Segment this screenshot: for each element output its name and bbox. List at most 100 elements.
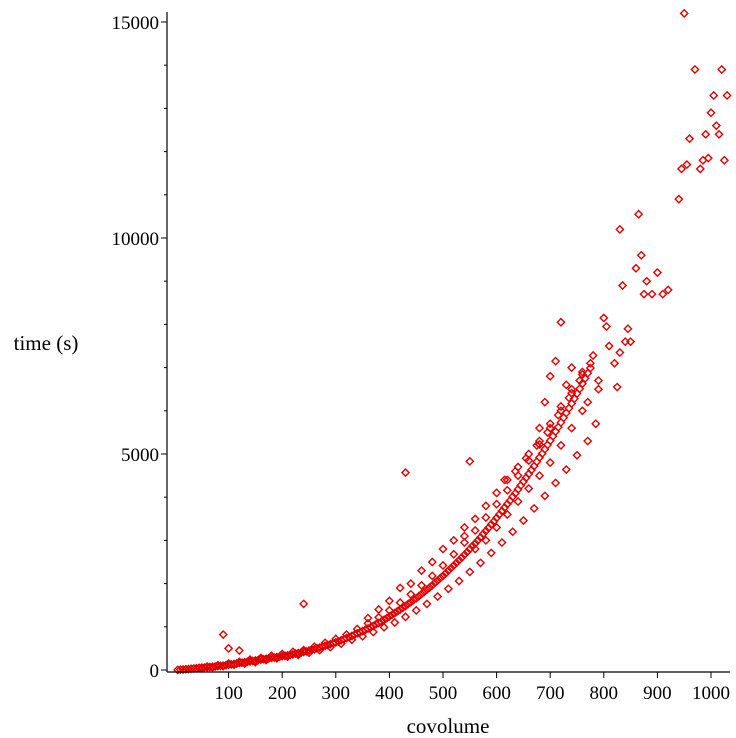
data-point (384, 605, 394, 615)
data-point (500, 502, 510, 513)
data-point (481, 512, 491, 523)
data-point (709, 90, 719, 101)
data-point (617, 280, 628, 291)
data-point (368, 627, 378, 637)
data-point (406, 589, 416, 599)
data-point (390, 617, 400, 628)
data-point (577, 367, 587, 377)
data-point (502, 475, 512, 485)
data-point (540, 491, 550, 501)
data-point (591, 419, 601, 429)
data-point (406, 597, 416, 607)
data-point (682, 159, 692, 170)
data-point (583, 436, 593, 446)
data-point (320, 638, 330, 648)
data-point (532, 440, 542, 450)
data-point (647, 289, 657, 299)
data-point (588, 350, 598, 361)
x-tick-label: 100 (214, 683, 243, 704)
data-point (553, 410, 563, 420)
data-point (492, 513, 502, 523)
data-point (534, 439, 545, 450)
data-point (524, 455, 534, 466)
data-point (706, 108, 716, 118)
data-point (534, 471, 545, 481)
data-point (500, 475, 510, 485)
data-point (465, 456, 475, 466)
data-point (567, 423, 577, 433)
data-point (497, 506, 507, 516)
data-point (674, 194, 684, 204)
data-point (564, 393, 574, 403)
data-point (556, 440, 566, 450)
data-point (690, 64, 700, 75)
data-point (336, 639, 346, 649)
data-point (400, 467, 411, 478)
data-point (250, 657, 260, 667)
data-point (395, 583, 405, 593)
data-point (433, 591, 443, 602)
data-point (701, 129, 711, 139)
data-point (304, 648, 314, 658)
data-point (449, 560, 459, 571)
data-point (561, 380, 571, 390)
data-point (459, 522, 470, 533)
data-point (473, 535, 483, 545)
data-point (430, 578, 440, 588)
data-point (443, 584, 453, 594)
data-point (714, 129, 724, 139)
data-point (684, 134, 695, 144)
data-point (626, 337, 636, 347)
data-point (508, 492, 518, 502)
data-point (489, 516, 499, 526)
data-point (374, 612, 384, 622)
data-point (577, 406, 587, 416)
y-axis-title: time (s) (14, 331, 79, 355)
data-point (427, 571, 437, 581)
data-point (403, 599, 413, 609)
data-point (261, 655, 271, 665)
data-point (658, 289, 668, 299)
data-point (502, 509, 512, 520)
data-point (518, 515, 528, 526)
data-point (363, 618, 373, 628)
data-point (202, 661, 212, 672)
data-point (695, 164, 705, 174)
data-point (502, 485, 512, 495)
data-point (443, 566, 453, 576)
data-point (449, 535, 459, 545)
data-point (585, 363, 595, 373)
data-point (564, 403, 574, 413)
data-point (502, 499, 512, 509)
x-tick-label: 200 (268, 683, 297, 704)
data-point (411, 593, 421, 603)
data-point (299, 645, 309, 655)
data-point (427, 580, 437, 590)
data-point (521, 453, 531, 463)
data-point (642, 276, 652, 286)
data-point (623, 324, 633, 334)
data-point (652, 267, 662, 278)
x-tick-label: 800 (590, 683, 619, 704)
data-point (679, 8, 689, 18)
data-point (524, 483, 534, 494)
data-point (722, 90, 732, 101)
data-point (593, 384, 604, 394)
x-tick-label: 300 (322, 683, 351, 704)
data-point (508, 527, 518, 537)
x-tick-label: 700 (536, 683, 565, 704)
data-point (478, 529, 488, 539)
data-point (441, 568, 451, 578)
data-point (408, 595, 419, 605)
data-point (416, 589, 427, 599)
data-point (224, 658, 234, 669)
data-point (449, 549, 459, 559)
data-point (416, 566, 427, 576)
data-point (556, 417, 566, 428)
data-point (492, 488, 502, 498)
data-point (545, 458, 555, 468)
data-point (382, 613, 392, 623)
data-point (486, 519, 496, 530)
data-point (256, 653, 266, 663)
